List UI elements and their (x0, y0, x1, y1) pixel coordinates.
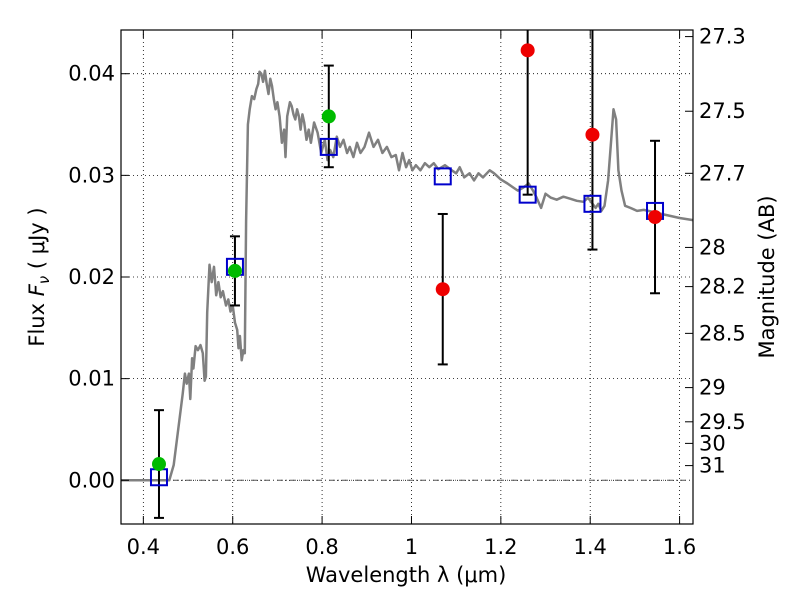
detection-point (321, 109, 336, 124)
y2-tick-label: 31 (699, 454, 726, 478)
y-axis-label-subscript: ν (35, 276, 53, 284)
low-significance-point (435, 282, 450, 297)
y-tick-label: 0.02 (68, 265, 115, 289)
y2-tick-label: 28 (699, 235, 726, 259)
y-axis-label-symbol: F (25, 283, 49, 296)
x-tick-label: 1.6 (663, 535, 696, 559)
x-tick-label: 0.6 (216, 535, 249, 559)
plot-frame (120, 29, 694, 525)
y-tick-label: 0.00 (68, 468, 115, 492)
model-photometry-square (433, 167, 452, 186)
y2-tick-label: 28.2 (699, 275, 746, 299)
x-axis-label: Wavelength λ (μm) (306, 563, 507, 587)
plot-area (121, 30, 694, 519)
model-photometry-square (583, 194, 602, 213)
y-tick-label: 0.04 (68, 62, 115, 86)
axis-ticks (121, 30, 693, 524)
model-photometry-square (518, 185, 537, 204)
y2-tick-label: 29 (699, 376, 726, 400)
low-significance-point (520, 43, 535, 58)
y2-tick-label: 27.5 (699, 99, 746, 123)
y-axis-label: Flux Fν ( μJy ) (25, 207, 53, 346)
y2-tick-label: 27.3 (699, 25, 746, 49)
x-tick-label: 0.4 (127, 535, 160, 559)
detection-point (227, 263, 242, 278)
low-significance-point (585, 127, 600, 142)
sed-model-line (121, 69, 694, 482)
y-axis-label-suffix: ( μJy ) (25, 207, 49, 275)
y-tick-label: 0.01 (68, 367, 115, 391)
y-tick-label: 0.03 (68, 163, 115, 187)
x-tick-label: 1.2 (484, 535, 517, 559)
y2-tick-label: 28.5 (699, 321, 746, 345)
y2-tick-label: 30 (699, 431, 726, 455)
low-significance-point (648, 210, 663, 225)
model-photometry-square (319, 137, 338, 156)
detection-point (151, 457, 166, 472)
grid-lines (121, 30, 693, 524)
y2-tick-label: 29.5 (699, 410, 746, 434)
y2-tick-label: 27.7 (699, 161, 746, 185)
x-tick-label: 1 (405, 535, 418, 559)
tick-labels: 0.4 0.6 0.8 1 1.2 1.4 1.6 0.00 0.01 0.02 0.03 0.04 2… (68, 25, 746, 559)
x-tick-label: 1.4 (574, 535, 607, 559)
x-tick-label: 0.8 (305, 535, 338, 559)
y-axis-label-prefix: Flux (25, 296, 49, 346)
y2-axis-label: Magnitude (AB) (755, 195, 779, 358)
